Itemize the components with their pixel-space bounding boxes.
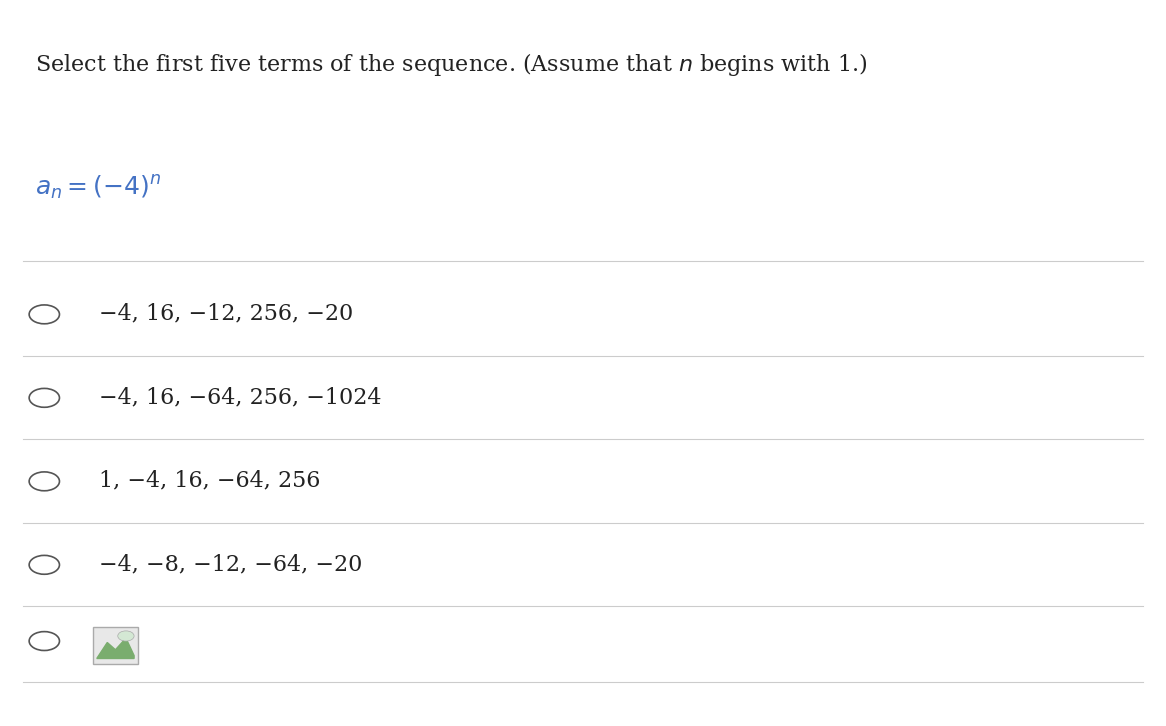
FancyBboxPatch shape bbox=[93, 627, 138, 664]
Text: Select the first five terms of the sequence. (Assume that $n$ begins with 1.): Select the first five terms of the seque… bbox=[35, 51, 868, 78]
Polygon shape bbox=[97, 638, 134, 658]
Text: $a_n = (-4)^n$: $a_n = (-4)^n$ bbox=[35, 174, 161, 203]
Text: −4, −8, −12, −64, −20: −4, −8, −12, −64, −20 bbox=[99, 553, 363, 575]
Text: 1, −4, 16, −64, 256: 1, −4, 16, −64, 256 bbox=[99, 470, 321, 492]
Text: −4, 16, −64, 256, −1024: −4, 16, −64, 256, −1024 bbox=[99, 386, 381, 408]
Circle shape bbox=[118, 631, 134, 641]
Text: −4, 16, −12, 256, −20: −4, 16, −12, 256, −20 bbox=[99, 303, 353, 325]
